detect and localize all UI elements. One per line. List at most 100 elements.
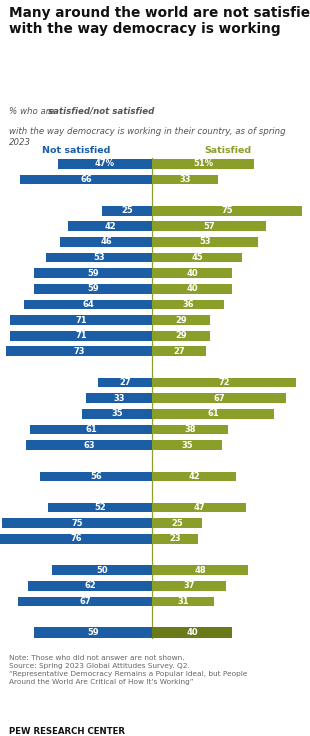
Text: 62: 62 (84, 581, 96, 590)
Bar (34, 627, 152, 638)
Bar (152, 347, 206, 356)
Text: 25: 25 (171, 519, 183, 528)
Bar (82, 409, 152, 419)
Text: % who are: % who are (9, 107, 58, 116)
Text: Satisfied: Satisfied (204, 146, 251, 155)
Bar (152, 284, 232, 294)
Text: 31: 31 (177, 597, 189, 606)
Text: 37: 37 (183, 581, 195, 590)
Text: 36: 36 (182, 300, 194, 309)
Text: 23: 23 (169, 534, 181, 543)
Text: 61: 61 (85, 425, 97, 434)
Bar (152, 378, 296, 387)
Bar (152, 393, 286, 403)
Text: 61: 61 (207, 409, 219, 418)
Text: 59: 59 (87, 628, 99, 637)
Text: satisfied/not satisfied: satisfied/not satisfied (48, 107, 154, 116)
Text: 38: 38 (184, 425, 196, 434)
Bar (34, 284, 152, 294)
Text: 75: 75 (71, 519, 83, 528)
Text: 35: 35 (111, 409, 123, 418)
Bar (52, 565, 152, 575)
Text: 75: 75 (221, 206, 233, 215)
Bar (28, 581, 152, 590)
Bar (152, 252, 242, 263)
Bar (152, 300, 224, 309)
Bar (86, 393, 152, 403)
Text: 35: 35 (181, 441, 193, 450)
Bar (48, 503, 152, 512)
Text: 72: 72 (218, 378, 230, 387)
Text: 71: 71 (75, 331, 87, 340)
Bar (40, 472, 152, 481)
Text: 71: 71 (75, 316, 87, 325)
Text: 67: 67 (79, 597, 91, 606)
Bar (10, 331, 152, 341)
Bar (26, 440, 152, 450)
Text: 63: 63 (83, 441, 95, 450)
Text: 29: 29 (175, 316, 187, 325)
Text: 64: 64 (82, 300, 94, 309)
Text: 47: 47 (193, 503, 205, 512)
Bar (18, 596, 152, 606)
Bar (152, 440, 222, 450)
Text: 59: 59 (87, 284, 99, 294)
Text: Note: Those who did not answer are not shown.
Source: Spring 2023 Global Attitud: Note: Those who did not answer are not s… (9, 655, 248, 685)
Text: 76: 76 (70, 534, 82, 543)
Text: 51%: 51% (193, 159, 213, 169)
Bar (152, 315, 210, 325)
Bar (46, 252, 152, 263)
Text: 47%: 47% (95, 159, 115, 169)
Bar (152, 534, 198, 544)
Text: PEW RESEARCH CENTER: PEW RESEARCH CENTER (9, 727, 125, 736)
Text: 25: 25 (121, 206, 133, 215)
Bar (102, 206, 152, 216)
Bar (30, 425, 152, 434)
Bar (24, 300, 152, 309)
Text: 40: 40 (186, 284, 198, 294)
Bar (152, 565, 248, 575)
Text: 42: 42 (104, 222, 116, 231)
Bar (152, 596, 214, 606)
Bar (152, 269, 232, 278)
Bar (6, 347, 152, 356)
Text: 57: 57 (203, 222, 215, 231)
Text: 53: 53 (199, 238, 211, 247)
Text: 53: 53 (93, 253, 105, 262)
Bar (0, 534, 152, 544)
Bar (10, 315, 152, 325)
Text: 29: 29 (175, 331, 187, 340)
Bar (152, 159, 254, 169)
Bar (152, 503, 246, 512)
Bar (152, 409, 274, 419)
Bar (152, 425, 228, 434)
Text: 42: 42 (188, 472, 200, 481)
Bar (98, 378, 152, 387)
Bar (152, 206, 302, 216)
Text: 67: 67 (213, 394, 225, 403)
Text: 33: 33 (179, 175, 191, 184)
Bar (152, 581, 226, 590)
Bar (34, 269, 152, 278)
Text: 50: 50 (96, 565, 108, 575)
Bar (152, 237, 258, 247)
Text: 52: 52 (94, 503, 106, 512)
Bar (60, 237, 152, 247)
Bar (152, 472, 236, 481)
Text: 45: 45 (191, 253, 203, 262)
Text: Not satisfied: Not satisfied (42, 146, 110, 155)
Bar (58, 159, 152, 169)
Text: 27: 27 (119, 378, 131, 387)
Text: 48: 48 (194, 565, 206, 575)
Text: 40: 40 (186, 628, 198, 637)
Bar (152, 222, 266, 231)
Text: 56: 56 (90, 472, 102, 481)
Text: 73: 73 (73, 347, 85, 355)
Text: with the way democracy is working in their country, as of spring 2023: with the way democracy is working in the… (9, 127, 286, 146)
Bar (68, 222, 152, 231)
Text: 59: 59 (87, 269, 99, 277)
Bar (152, 518, 202, 528)
Bar (20, 174, 152, 184)
Text: 33: 33 (113, 394, 125, 403)
Bar (152, 627, 232, 638)
